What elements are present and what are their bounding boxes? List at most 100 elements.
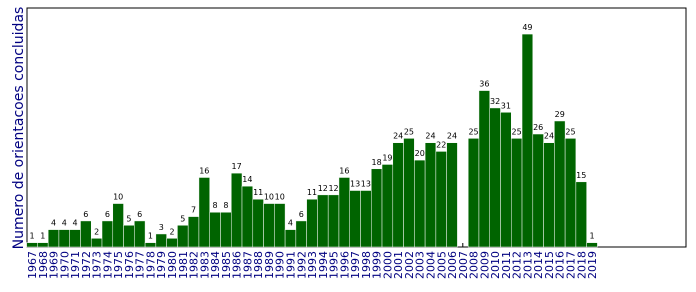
bar	[349, 190, 361, 248]
bar	[123, 225, 135, 248]
bar	[284, 229, 297, 248]
data-label: 11	[253, 188, 263, 197]
x-tick-label: 1993	[306, 251, 319, 279]
bar	[403, 138, 415, 248]
bar	[90, 238, 103, 248]
data-label: 24	[393, 132, 403, 141]
data-label: 14	[242, 175, 252, 184]
data-label: 8	[213, 201, 218, 210]
x-tick-label: 1980	[166, 251, 179, 279]
x-tick-label: 2015	[543, 251, 556, 279]
x-tick-label: 2003	[414, 251, 427, 279]
x-tick-label: 2002	[403, 251, 416, 279]
data-label: 6	[137, 210, 142, 219]
data-label: 6	[299, 210, 304, 219]
x-tick-label: 1997	[349, 251, 362, 279]
data-label: 18	[372, 158, 382, 167]
bar	[295, 220, 307, 248]
bar	[586, 242, 598, 248]
x-tick-label: 2017	[565, 251, 578, 279]
data-label: 29	[555, 110, 565, 119]
bar	[564, 138, 577, 248]
data-label: 13	[361, 180, 371, 189]
data-label: 11	[307, 188, 317, 197]
bar	[446, 142, 458, 248]
x-tick-label: 1982	[188, 251, 201, 279]
data-label: 32	[490, 97, 500, 106]
x-tick-label: 1994	[317, 251, 330, 279]
bar	[478, 90, 490, 248]
bar	[101, 220, 114, 248]
x-tick-label: 1985	[220, 251, 233, 279]
data-label: 25	[565, 127, 575, 136]
x-tick-label: 1969	[48, 251, 61, 279]
x-tick-label: 1990	[274, 251, 287, 279]
data-label: 24	[425, 132, 435, 141]
x-tick-label: 2006	[446, 251, 459, 279]
x-tick-label: 2004	[424, 251, 437, 279]
data-label: 4	[288, 219, 293, 228]
data-label: 36	[479, 80, 489, 89]
data-label: 24	[447, 132, 457, 141]
data-label: 20	[415, 149, 425, 158]
x-tick-label: 2018	[575, 251, 588, 279]
bar	[360, 190, 372, 248]
data-label: 10	[264, 193, 274, 202]
bar	[187, 216, 200, 248]
x-tick-label: 1978	[144, 251, 157, 279]
data-label: 6	[105, 210, 110, 219]
x-tick-label: 1970	[58, 251, 71, 279]
bar	[467, 138, 480, 248]
data-label: 25	[404, 127, 414, 136]
data-label: 15	[576, 171, 586, 180]
bar	[69, 229, 81, 248]
bar	[327, 194, 340, 248]
x-tick-label: 2012	[511, 251, 524, 279]
x-tick-label: 1972	[80, 251, 93, 279]
bar	[177, 225, 189, 248]
x-tick-label: 2016	[554, 251, 567, 279]
data-label: 2	[94, 227, 99, 236]
x-tick-label: 1991	[284, 251, 297, 279]
x-tick-label: 1974	[101, 251, 114, 279]
data-label: 10	[275, 193, 285, 202]
data-label: 31	[501, 101, 511, 110]
y-axis-label: Numero de orientacoes concluidas	[11, 7, 27, 250]
data-label: 6	[83, 210, 88, 219]
x-tick-label: 1996	[338, 251, 351, 279]
bar	[371, 168, 383, 248]
data-label: 1	[589, 232, 594, 241]
bar	[543, 142, 555, 248]
bar	[155, 233, 167, 248]
data-label: 25	[512, 127, 522, 136]
data-label: 5	[180, 214, 185, 223]
x-tick-label: 1967	[26, 251, 39, 279]
bar	[26, 242, 38, 248]
data-label: 7	[191, 206, 196, 215]
data-label: 1	[40, 232, 45, 241]
x-tick-label: 1992	[295, 251, 308, 279]
bar	[230, 172, 243, 248]
x-tick-label: 1976	[123, 251, 136, 279]
x-tick-label: 1988	[252, 251, 265, 279]
bar	[112, 203, 124, 248]
x-tick-label: 1984	[209, 251, 222, 279]
data-label: 1	[29, 232, 34, 241]
data-label: 3	[159, 223, 164, 232]
data-label: 5	[126, 214, 131, 223]
data-label: 1	[148, 232, 153, 241]
x-tick-label: 1977	[134, 251, 147, 279]
x-tick-label: 1981	[177, 251, 190, 279]
x-tick-label: 1987	[241, 251, 254, 279]
data-label: 26	[533, 123, 543, 132]
bar	[317, 194, 329, 248]
bar	[381, 164, 394, 248]
data-label: 22	[436, 140, 446, 149]
x-tick-label: 1999	[371, 251, 384, 279]
data-label: 25	[468, 127, 478, 136]
bar	[511, 138, 523, 248]
data-label: 4	[51, 219, 56, 228]
bar	[134, 220, 146, 248]
bar	[435, 151, 447, 248]
x-tick-label: 2010	[489, 251, 502, 279]
